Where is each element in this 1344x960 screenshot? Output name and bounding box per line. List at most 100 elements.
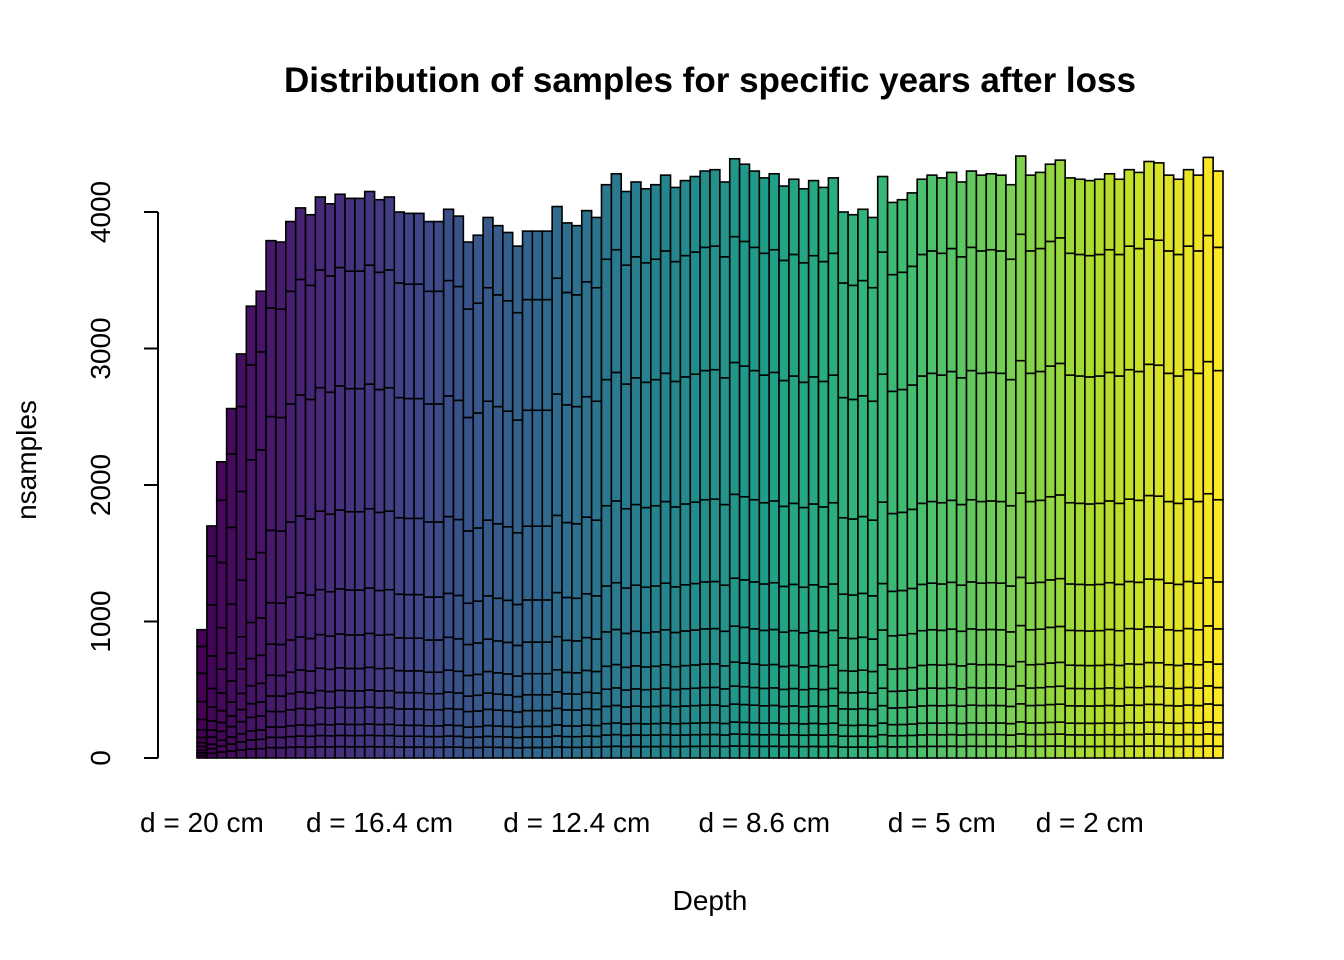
bar-segment: [1172, 253, 1185, 377]
bar-segment: [1113, 687, 1126, 707]
bar-segment: [1005, 688, 1017, 708]
bar-segment: [936, 374, 948, 504]
bar-segment: [975, 733, 988, 748]
bar-segment: [1005, 504, 1017, 587]
bar-segment: [373, 271, 386, 391]
bar-segment: [985, 733, 997, 748]
bar-segment: [926, 687, 938, 707]
bar-segment: [541, 736, 553, 749]
bar-segment: [452, 670, 465, 694]
bar-segment: [245, 684, 258, 705]
bar-segment: [1034, 733, 1047, 748]
y-tick-label: 4000: [85, 181, 116, 243]
bar-segment: [1192, 500, 1205, 584]
bar-stack: [432, 220, 445, 759]
bar-segment: [1182, 168, 1195, 247]
bar-segment: [1202, 703, 1214, 723]
bar-segment: [807, 745, 820, 759]
bar-segment: [926, 174, 938, 252]
bar-segment: [344, 746, 356, 759]
bar-segment: [857, 208, 869, 282]
bar-segment: [847, 746, 859, 759]
bar-stack: [797, 187, 810, 759]
bar-segment: [1034, 499, 1047, 584]
bar-segment: [807, 664, 820, 690]
bar-segment: [837, 669, 849, 694]
bar-segment: [492, 640, 504, 674]
bar-segment: [659, 582, 672, 631]
bar-stack: [442, 208, 455, 759]
bar-segment: [817, 665, 830, 691]
bar-segment: [403, 637, 415, 672]
bar-segment: [284, 671, 297, 695]
bar-segment: [1054, 661, 1066, 688]
bar-segment: [797, 666, 810, 691]
bar-segment: [936, 664, 948, 690]
bar-segment: [610, 733, 623, 748]
bar-segment: [817, 506, 830, 588]
bar-segment: [1054, 625, 1066, 664]
bar-segment: [1054, 577, 1066, 628]
bar-segment: [354, 746, 366, 759]
bar-segment: [373, 511, 386, 592]
bar-segment: [876, 722, 889, 736]
bar-segment: [1054, 703, 1066, 723]
bar-segment: [1153, 578, 1165, 628]
bar-segment: [502, 709, 514, 728]
bar-segment: [1024, 174, 1037, 252]
bar-segment: [600, 734, 613, 748]
bar-segment: [245, 748, 258, 759]
bar-segment: [511, 711, 524, 729]
bar-segment: [255, 715, 267, 731]
bar-segment: [985, 248, 997, 374]
bar-segment: [1054, 733, 1066, 747]
bar-segment: [659, 628, 672, 666]
bar-segment: [640, 734, 652, 748]
bar-segment: [975, 372, 988, 503]
bar-segment: [1113, 705, 1126, 725]
bar-segment: [275, 736, 287, 749]
bar-segment: [502, 410, 514, 528]
bar-segment: [413, 735, 425, 748]
bar-segment: [955, 665, 968, 690]
bar-stack: [1034, 171, 1047, 759]
bar-segment: [1182, 721, 1195, 736]
bar-segment: [1143, 703, 1155, 724]
bar-segment: [837, 691, 849, 710]
bar-segment: [383, 734, 396, 748]
bar-segment: [442, 735, 455, 748]
bar-segment: [709, 498, 721, 583]
bar-segment: [650, 378, 662, 507]
bar-segment: [857, 395, 869, 518]
bar-segment: [215, 709, 228, 724]
bar-segment: [363, 689, 376, 708]
bar-segment: [1143, 745, 1155, 759]
bar-segment: [719, 630, 731, 667]
bar-segment: [1212, 663, 1224, 689]
bar-segment: [788, 734, 800, 748]
bar-segment: [1182, 368, 1195, 500]
bar-segment: [1074, 687, 1086, 707]
bar-segment: [975, 582, 988, 631]
bar-segment: [561, 671, 573, 695]
bar-segment: [995, 372, 1007, 503]
bar-segment: [413, 397, 425, 520]
bar-segment: [699, 498, 711, 583]
bar-segment: [462, 643, 475, 677]
bar-segment: [955, 745, 968, 759]
bar-segment: [926, 704, 938, 724]
bar-segment: [571, 224, 583, 296]
bar-segment: [492, 522, 504, 600]
bar-segment: [1064, 704, 1076, 724]
bar-segment: [393, 396, 405, 519]
bar-segment: [531, 672, 544, 696]
bar-segment: [620, 383, 632, 510]
bar-segment: [472, 710, 484, 728]
bar-segment: [432, 708, 445, 727]
bar-segment: [650, 183, 662, 261]
bar-segment: [916, 502, 928, 586]
bar-segment: [314, 510, 327, 591]
bar-segment: [650, 734, 662, 748]
bar-segment: [1064, 501, 1076, 585]
